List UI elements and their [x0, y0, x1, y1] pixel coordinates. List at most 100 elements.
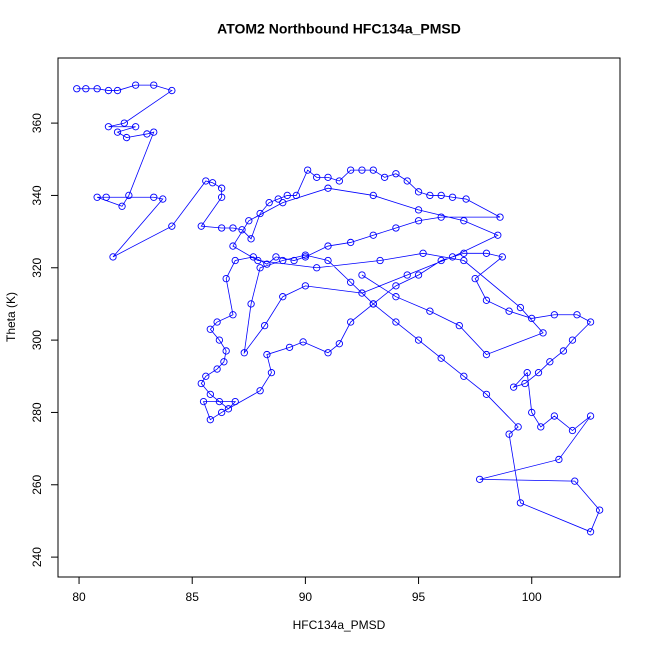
data-point [392, 170, 400, 178]
data-point [482, 249, 491, 257]
x-tick-label: 80 [72, 590, 86, 604]
chart-title: ATOM2 Northbound HFC134a_PMSD [217, 21, 461, 37]
data-point [347, 238, 355, 247]
data-point [168, 86, 176, 95]
data-point [231, 397, 239, 406]
data-point [471, 274, 479, 283]
y-tick-label: 260 [30, 474, 44, 494]
data-point [369, 166, 377, 174]
data-point [279, 199, 287, 207]
data-point [301, 282, 310, 290]
data-point [586, 412, 595, 420]
data-point [414, 217, 423, 225]
data-point [324, 256, 332, 265]
data-point [521, 379, 529, 388]
data-point [550, 412, 559, 420]
data-point [217, 224, 226, 232]
data-point [448, 253, 457, 261]
data-point [304, 166, 312, 174]
data-point [224, 405, 233, 413]
data-point [217, 408, 226, 417]
data-point [392, 318, 400, 326]
data-point [514, 423, 522, 431]
data-point [143, 130, 151, 138]
data-point [260, 321, 269, 330]
x-tick-label: 95 [412, 590, 426, 604]
data-point [256, 209, 264, 218]
data-point [437, 191, 445, 200]
data-point [240, 349, 248, 357]
data-point [546, 358, 554, 366]
data-point [392, 224, 400, 232]
data-point [290, 256, 298, 265]
data-point [109, 253, 117, 261]
data-point [516, 499, 525, 507]
data-point [403, 177, 411, 185]
data-point [426, 307, 434, 315]
data-point [217, 193, 226, 201]
data-point [559, 347, 568, 355]
data-point [220, 358, 228, 366]
data-point [159, 195, 167, 203]
data-point [534, 369, 543, 377]
data-point [448, 193, 457, 201]
y-tick-label: 360 [30, 113, 44, 133]
data-point [208, 179, 217, 187]
data-point [229, 224, 237, 232]
data-point [213, 318, 221, 326]
data-point [82, 85, 90, 93]
data-point [313, 173, 321, 182]
data-point [437, 354, 445, 362]
data-point [380, 173, 389, 182]
data-point [358, 166, 366, 174]
data-point [202, 372, 210, 380]
data-point [437, 213, 445, 221]
data-point [482, 296, 491, 304]
plot-frame [57, 57, 621, 578]
data-point [231, 256, 239, 265]
data-point [414, 206, 423, 214]
data-point [568, 426, 577, 435]
data-point [131, 123, 140, 131]
data-point [516, 303, 525, 312]
data-point [437, 256, 445, 265]
data-point [358, 271, 366, 279]
data-point [104, 86, 113, 95]
data-point [247, 300, 255, 308]
data-point [460, 256, 468, 265]
data-point [509, 383, 518, 391]
data-point [222, 347, 230, 355]
data-point [150, 128, 158, 136]
data-point [279, 256, 287, 265]
data-point [376, 256, 384, 265]
data-point [215, 336, 224, 344]
data-point [476, 475, 484, 483]
data-point [301, 251, 310, 259]
data-point [414, 188, 423, 196]
data-point [414, 336, 423, 344]
data-point [73, 85, 81, 93]
data-point [419, 249, 427, 257]
data-point [335, 177, 343, 185]
data-point [93, 193, 101, 201]
data-point [392, 282, 400, 290]
y-axis-label: Theta (K) [4, 292, 18, 342]
data-point [568, 336, 577, 344]
data-point [369, 300, 377, 308]
data-point [120, 119, 128, 127]
data-point [586, 318, 595, 326]
y-tick-label: 300 [30, 330, 44, 350]
data-point [494, 231, 502, 239]
data-point [324, 242, 332, 250]
data-point [573, 311, 581, 319]
data-point [414, 271, 423, 279]
y-tick-label: 320 [30, 257, 44, 277]
data-point [324, 173, 332, 182]
data-point [245, 217, 253, 225]
data-point [168, 222, 176, 230]
data-point [482, 390, 491, 399]
data-point [272, 253, 280, 261]
data-point [206, 390, 214, 399]
data-point [313, 264, 321, 272]
